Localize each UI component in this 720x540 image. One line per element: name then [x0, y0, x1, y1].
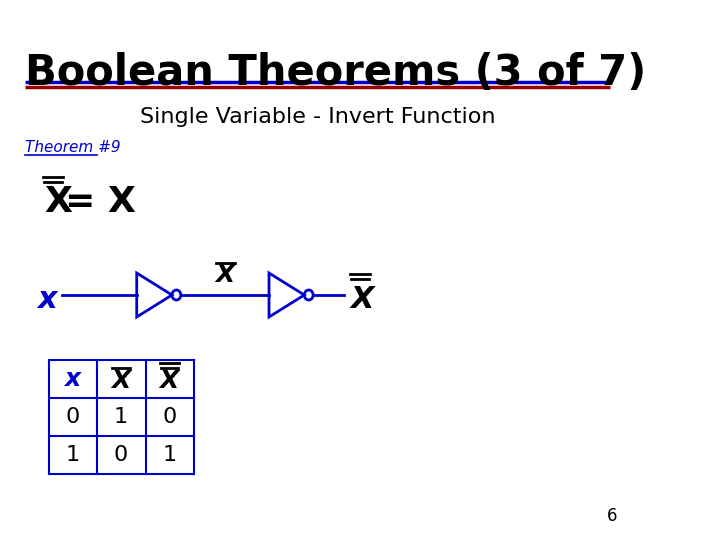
Text: Theorem #9: Theorem #9: [24, 140, 120, 155]
Text: X: X: [351, 285, 374, 314]
Text: x: x: [37, 285, 57, 314]
Text: = X: = X: [66, 185, 136, 219]
Text: Boolean Theorems (3 of 7): Boolean Theorems (3 of 7): [24, 52, 646, 94]
Text: 1: 1: [114, 407, 128, 427]
Text: 1: 1: [162, 445, 176, 465]
Text: X: X: [111, 369, 130, 393]
Text: X: X: [215, 263, 235, 287]
Text: X: X: [44, 185, 72, 219]
Text: x: x: [64, 367, 81, 391]
Text: 0: 0: [114, 445, 128, 465]
Text: 6: 6: [607, 507, 618, 525]
Text: 1: 1: [66, 445, 79, 465]
Text: X: X: [160, 369, 179, 393]
Text: 0: 0: [162, 407, 176, 427]
Text: Single Variable - Invert Function: Single Variable - Invert Function: [140, 107, 495, 127]
Text: 0: 0: [66, 407, 79, 427]
